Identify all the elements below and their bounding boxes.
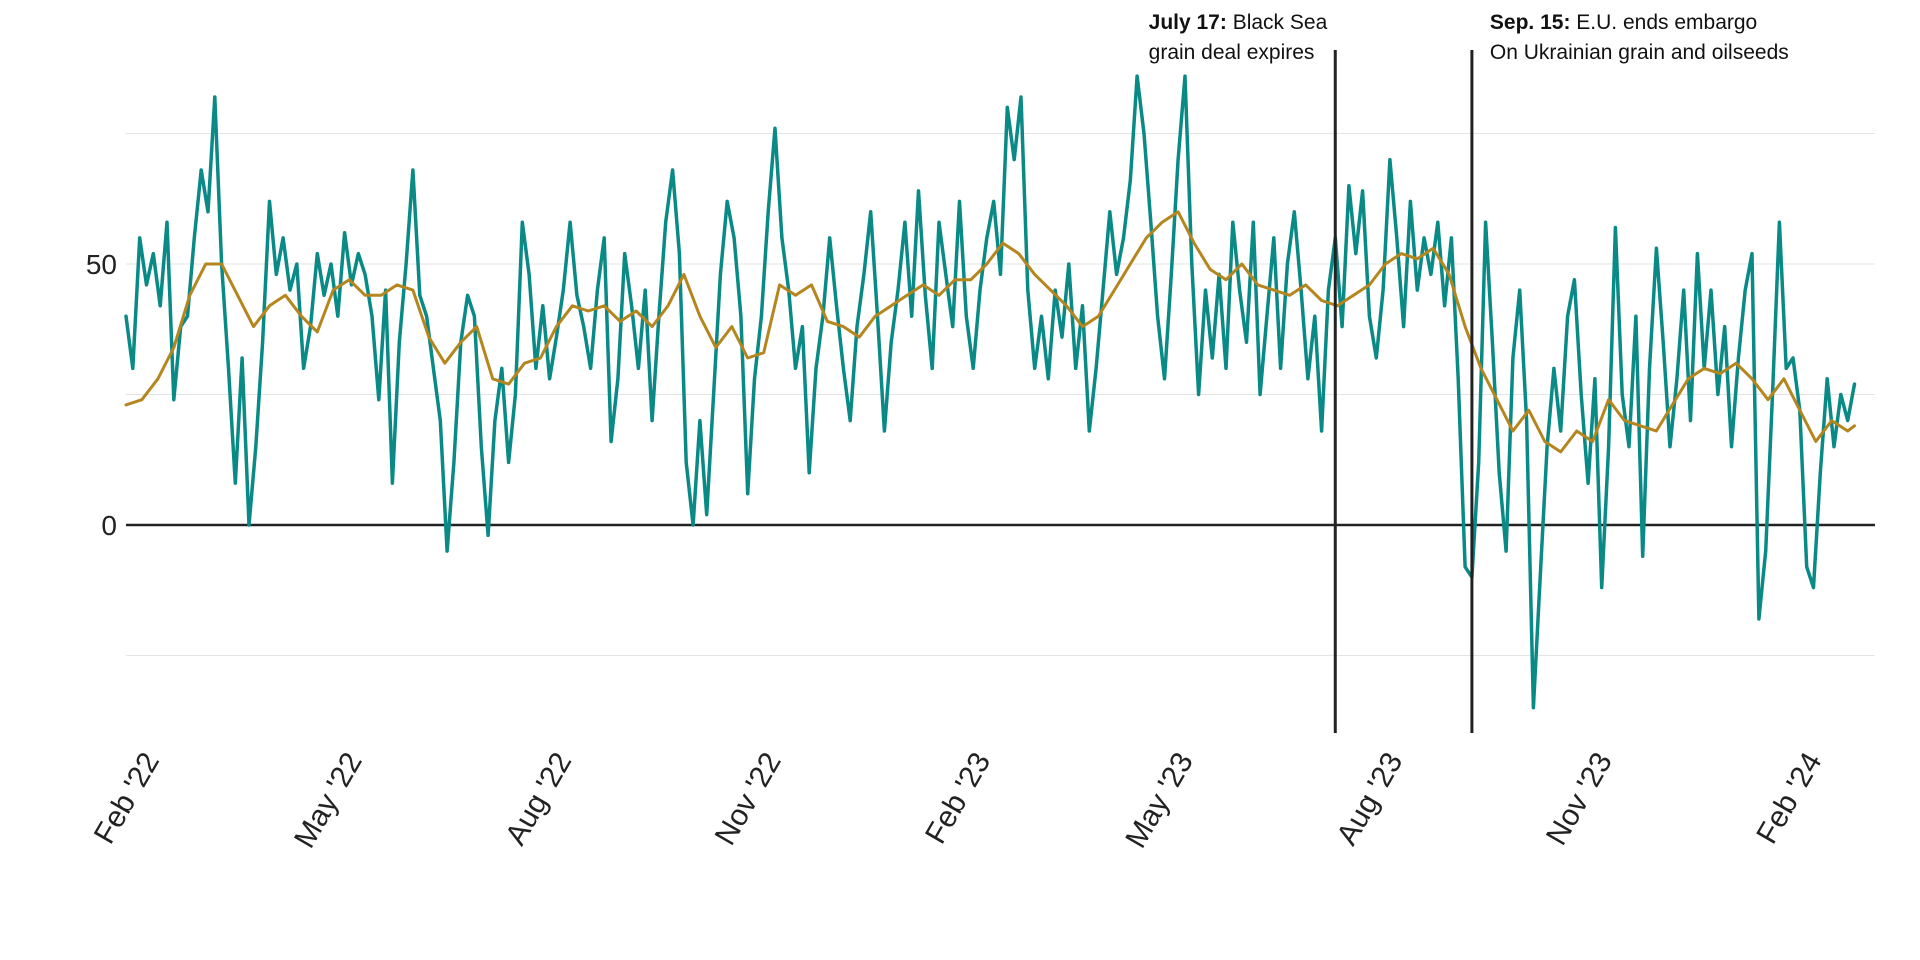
daily-series-line <box>124 74 1857 710</box>
annotation-text-line: E.U. ends embargo <box>1576 11 1758 34</box>
annotation-text-line: On Ukrainian grain and oilseeds <box>1489 41 1789 64</box>
x-axis-labels: Feb '22 May '22 Aug '22 Nov '22 Feb '23 May '… <box>88 747 1829 854</box>
annotation-sep-15: Sep. 15: E.U. ends embargo On Ukrainian … <box>1490 8 1789 68</box>
x-tick-label: May '23 <box>1119 747 1200 854</box>
x-tick-label: Feb '24 <box>1750 747 1828 849</box>
annotation-text-line: grain deal expires <box>1148 41 1315 64</box>
y-axis-labels: 50 0 <box>86 249 117 541</box>
x-tick-label: Nov '22 <box>709 747 788 851</box>
x-tick-label: Feb '23 <box>919 747 997 849</box>
x-tick-label: May '22 <box>288 747 369 854</box>
annotation-date-label: July 17: <box>1148 11 1227 34</box>
annotation-text-line: Black Sea <box>1232 11 1328 34</box>
annotation-lines <box>1333 50 1474 733</box>
series-lines <box>124 74 1857 710</box>
y-tick-label: 50 <box>86 249 117 280</box>
y-tick-label: 0 <box>101 510 117 541</box>
x-tick-label: Aug '23 <box>1330 747 1409 851</box>
x-tick-label: Feb '22 <box>88 747 166 849</box>
annotation-july-17: July 17: Black Sea grain deal expires <box>1149 8 1328 68</box>
x-tick-label: Aug '22 <box>499 747 578 851</box>
x-tick-label: Nov '23 <box>1540 747 1619 851</box>
average-series-line <box>124 210 1856 454</box>
annotation-date-label: Sep. 15: <box>1489 11 1571 34</box>
